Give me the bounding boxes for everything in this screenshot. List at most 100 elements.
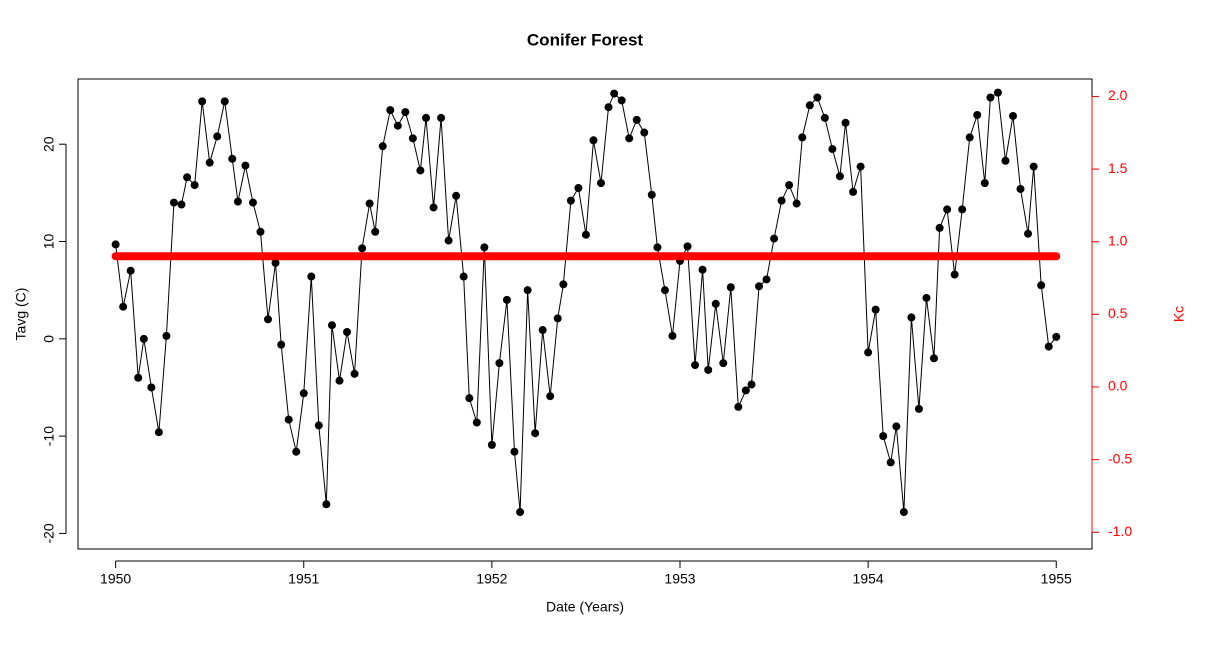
data-point	[139, 334, 148, 343]
data-point	[322, 500, 331, 509]
data-point	[734, 402, 743, 411]
data-point	[546, 392, 555, 401]
data-point	[126, 266, 135, 275]
data-point	[864, 348, 873, 357]
data-point	[553, 314, 562, 323]
data-point	[429, 203, 438, 212]
data-point	[220, 97, 229, 106]
data-point	[386, 106, 395, 115]
y2-axis-label: Kc	[1171, 306, 1187, 322]
data-point	[271, 258, 280, 267]
y-tick-label: -10	[41, 426, 57, 446]
data-point	[698, 265, 707, 274]
y2-tick-label: 1.0	[1108, 232, 1128, 248]
data-point	[256, 227, 265, 236]
x-tick-label: 1954	[853, 571, 884, 587]
x-tick-label: 1951	[288, 571, 319, 587]
data-point	[841, 118, 850, 127]
data-point	[726, 283, 735, 292]
data-point	[777, 196, 786, 205]
data-point	[993, 88, 1002, 97]
data-point	[213, 132, 222, 141]
data-point	[393, 121, 402, 130]
data-point	[668, 331, 677, 340]
data-point	[632, 115, 641, 124]
x-tick-label: 1955	[1041, 571, 1072, 587]
data-point	[169, 198, 178, 207]
data-point	[892, 422, 901, 431]
data-point	[183, 173, 192, 182]
data-point	[1008, 111, 1017, 120]
data-point	[350, 369, 359, 378]
data-point	[459, 272, 468, 281]
data-point	[134, 373, 143, 382]
y2-tick-label: 2.0	[1108, 87, 1128, 103]
y-tick-label: -20	[41, 523, 57, 543]
data-point	[472, 418, 481, 427]
data-point	[929, 354, 938, 363]
data-point	[711, 299, 720, 308]
y-tick-label: 0	[41, 335, 57, 343]
y2-tick-label: -1.0	[1108, 523, 1132, 539]
data-point	[523, 286, 532, 295]
data-point	[365, 199, 374, 208]
data-point	[538, 326, 547, 335]
data-point	[248, 198, 257, 207]
data-point	[480, 243, 489, 252]
tavg-line	[115, 91, 1057, 513]
data-point	[986, 93, 995, 102]
data-point	[371, 227, 380, 236]
data-point	[871, 305, 880, 314]
data-point	[465, 394, 474, 403]
data-point	[1016, 184, 1025, 193]
data-point	[813, 93, 822, 102]
data-point	[378, 142, 387, 151]
data-point	[401, 108, 410, 117]
data-point	[1024, 229, 1033, 238]
data-point	[154, 428, 163, 437]
data-point	[950, 270, 959, 279]
data-point	[805, 101, 814, 110]
data-point	[604, 103, 613, 112]
data-point	[299, 389, 308, 398]
data-point	[277, 340, 286, 349]
data-point	[574, 183, 583, 192]
data-point	[835, 172, 844, 181]
y2-tick-label: 1.5	[1108, 160, 1128, 176]
data-point	[647, 190, 656, 199]
data-point	[566, 196, 575, 205]
data-point	[510, 447, 519, 456]
data-point	[495, 359, 504, 368]
data-point	[1044, 342, 1053, 351]
y-axis-label: Tavg (C)	[13, 288, 29, 341]
data-point	[559, 280, 568, 289]
data-point	[233, 197, 242, 206]
data-point	[958, 205, 967, 214]
data-point	[111, 240, 120, 249]
data-point	[502, 295, 511, 304]
data-point	[856, 162, 865, 171]
data-point	[314, 421, 323, 430]
data-point	[625, 134, 634, 143]
data-point	[785, 181, 794, 190]
data-point	[516, 508, 525, 517]
data-point	[886, 458, 895, 467]
data-point	[198, 97, 207, 106]
data-point	[792, 199, 801, 208]
data-point	[610, 89, 619, 98]
data-point	[358, 244, 367, 253]
data-point	[205, 158, 214, 167]
y2-tick-label: -0.5	[1108, 450, 1132, 466]
data-point	[747, 380, 756, 389]
data-point	[408, 134, 417, 143]
data-point	[228, 154, 237, 163]
data-point	[935, 223, 944, 232]
data-point	[1037, 281, 1046, 290]
data-point	[980, 179, 989, 188]
data-point	[444, 236, 453, 245]
data-point	[147, 383, 156, 392]
chart-title: Conifer Forest	[527, 30, 644, 49]
data-point	[755, 282, 764, 291]
